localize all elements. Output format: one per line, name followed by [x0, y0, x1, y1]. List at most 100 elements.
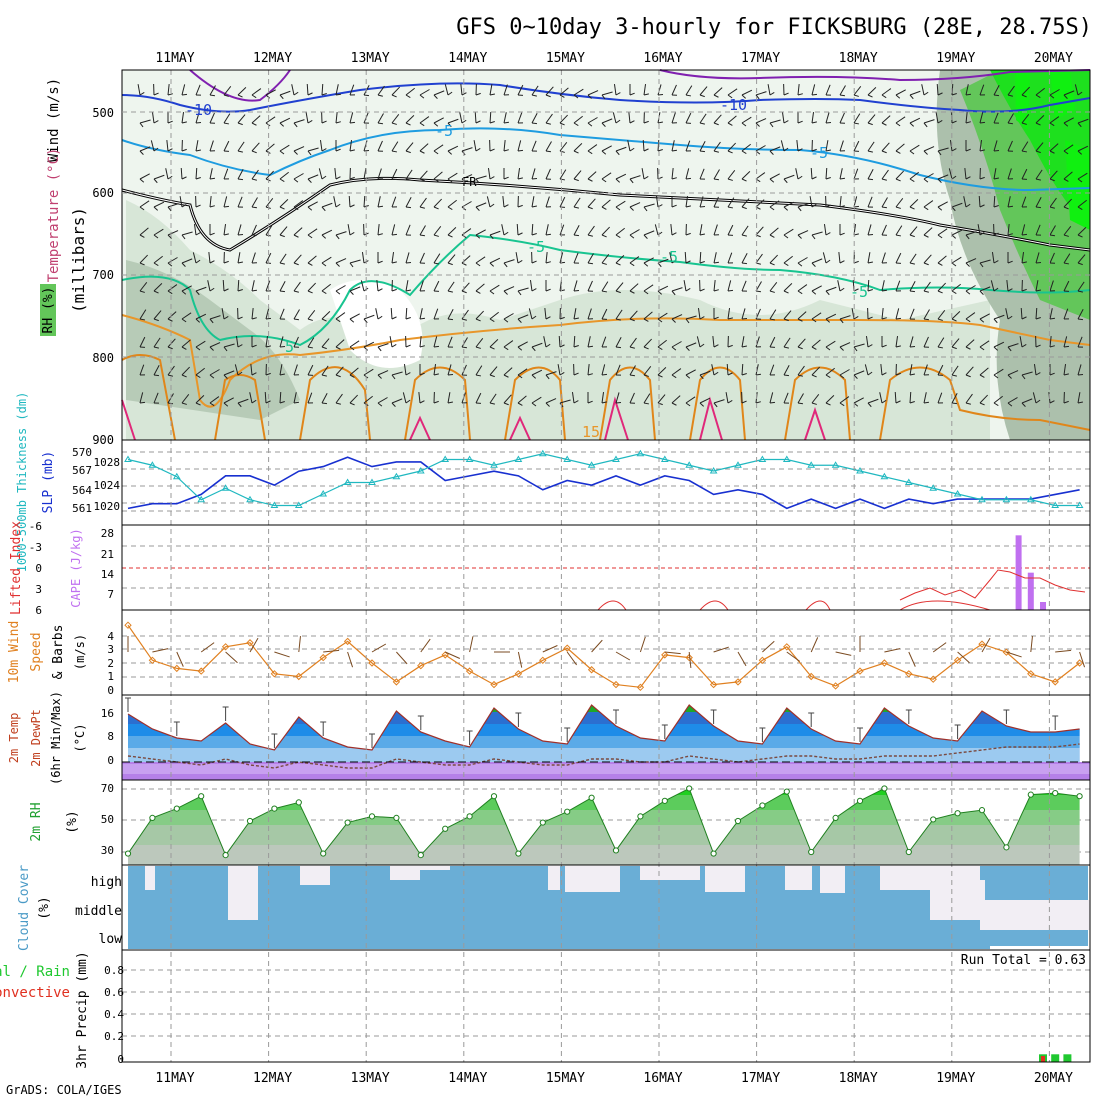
wind-barb	[375, 308, 379, 320]
wind-barb	[209, 140, 214, 152]
wind-barb	[307, 282, 317, 292]
wind-barb-flag	[475, 290, 481, 294]
wind-barb-flag	[433, 400, 439, 404]
wind-barb	[293, 173, 304, 180]
wind-barb	[237, 169, 244, 180]
wind-barb	[279, 391, 282, 404]
wind-barb-flag	[573, 178, 579, 182]
wind-barb	[587, 253, 594, 264]
wind-barb	[153, 201, 165, 208]
wind-barb	[895, 252, 902, 264]
wind-barb-flag	[293, 91, 299, 96]
wind-barb-flag	[489, 346, 495, 350]
wind-barb-flag	[321, 374, 327, 377]
date-label-top: 18MAY	[839, 51, 878, 66]
wind-barb-flag	[671, 259, 677, 264]
wind-barb-flag	[167, 120, 173, 124]
wind-barb	[657, 394, 666, 404]
wind-barb-flag	[741, 373, 747, 376]
rh-plot	[122, 785, 1090, 865]
wind-barb	[516, 223, 519, 236]
wind-barb	[629, 283, 639, 292]
wind-barb	[951, 283, 961, 292]
wind-barb	[769, 392, 774, 404]
wind-barb-flag	[153, 290, 159, 294]
wind-barb-flag	[783, 346, 789, 349]
wind-barb	[978, 195, 981, 208]
wind-barb-flag	[503, 231, 509, 236]
wind-barb-flag	[517, 177, 523, 180]
wind-barb	[517, 84, 524, 96]
wind-barb	[755, 199, 765, 208]
wind-barb	[1063, 280, 1070, 292]
wind-barb	[377, 224, 380, 236]
wind-barb-flag	[531, 94, 537, 97]
wind-barb	[951, 229, 963, 236]
wind-barb-flag	[867, 150, 873, 153]
wind-barb	[755, 91, 767, 96]
wind-barb-flag	[475, 234, 481, 239]
wind-barb-flag	[853, 315, 859, 320]
wind-barb-flag	[993, 346, 999, 351]
date-label-bottom: 20MAY	[1034, 1071, 1073, 1086]
wind-barb	[419, 116, 430, 124]
wind-barb-flag	[391, 316, 397, 320]
ylabel-wind-10m: 10m Wind	[7, 621, 22, 684]
wind-barb	[629, 202, 641, 208]
wind-barb-flag	[741, 150, 747, 154]
wind-barb	[503, 259, 515, 264]
wind-barb-flag	[825, 402, 831, 406]
wind-barb	[741, 308, 746, 320]
wind-barb-flag	[993, 287, 999, 292]
wind-barb-flag	[307, 119, 313, 124]
wind-barb	[139, 392, 144, 404]
wind-barb-flag	[937, 92, 943, 96]
wind-barb-flag	[769, 234, 775, 238]
wind-barb	[489, 257, 501, 264]
wind-barb	[363, 368, 374, 376]
rh-point	[222, 852, 229, 859]
wind-barb	[643, 366, 652, 376]
wind-barb	[349, 286, 361, 292]
wind-barb	[685, 196, 689, 208]
precip-tick: 0	[117, 1053, 124, 1066]
wind-barb	[279, 90, 291, 96]
wind-barb-flag	[1077, 318, 1084, 321]
wind-barb-flag	[139, 91, 145, 96]
wind-barb-flag	[489, 262, 495, 267]
wind-barb	[993, 168, 997, 180]
wind-barb	[501, 224, 505, 236]
wind-barb-flag	[153, 120, 159, 124]
wind-barb	[223, 224, 227, 236]
wind-barb	[433, 253, 441, 264]
wind-barb	[699, 224, 703, 236]
wind-barb-flag	[265, 317, 272, 320]
surface-wind-barb	[664, 651, 681, 655]
wind-barb-flag	[307, 150, 312, 156]
wind-barb	[853, 397, 864, 404]
wind-barb-flag	[657, 121, 664, 124]
wind-barb-flag	[419, 178, 425, 182]
wind-barb-flag	[699, 150, 706, 153]
wind-barb	[713, 169, 720, 180]
wind-barb-flag	[461, 318, 467, 321]
wind-barb-flag	[447, 290, 453, 293]
wind-barb-flag	[195, 177, 201, 180]
rh-point	[881, 785, 888, 792]
wind-barb-flag	[531, 346, 536, 352]
wind-barb-flag	[1049, 206, 1055, 209]
wind-barb-flag	[349, 402, 355, 406]
surface-wind-barb	[176, 651, 184, 667]
wind-barb	[881, 88, 892, 96]
wind-barb	[780, 140, 785, 152]
wind-barb	[321, 202, 333, 208]
wind-barb	[783, 255, 793, 264]
wind-barb	[517, 168, 521, 180]
wind-barb-flag	[153, 318, 159, 322]
wind-barb-flag	[685, 402, 691, 407]
wind-barb-flag	[307, 178, 312, 183]
wind-barb	[937, 364, 944, 376]
wind-barb	[403, 364, 407, 376]
wind-barb-flag	[279, 290, 286, 293]
wind-barb-flag	[475, 374, 482, 377]
